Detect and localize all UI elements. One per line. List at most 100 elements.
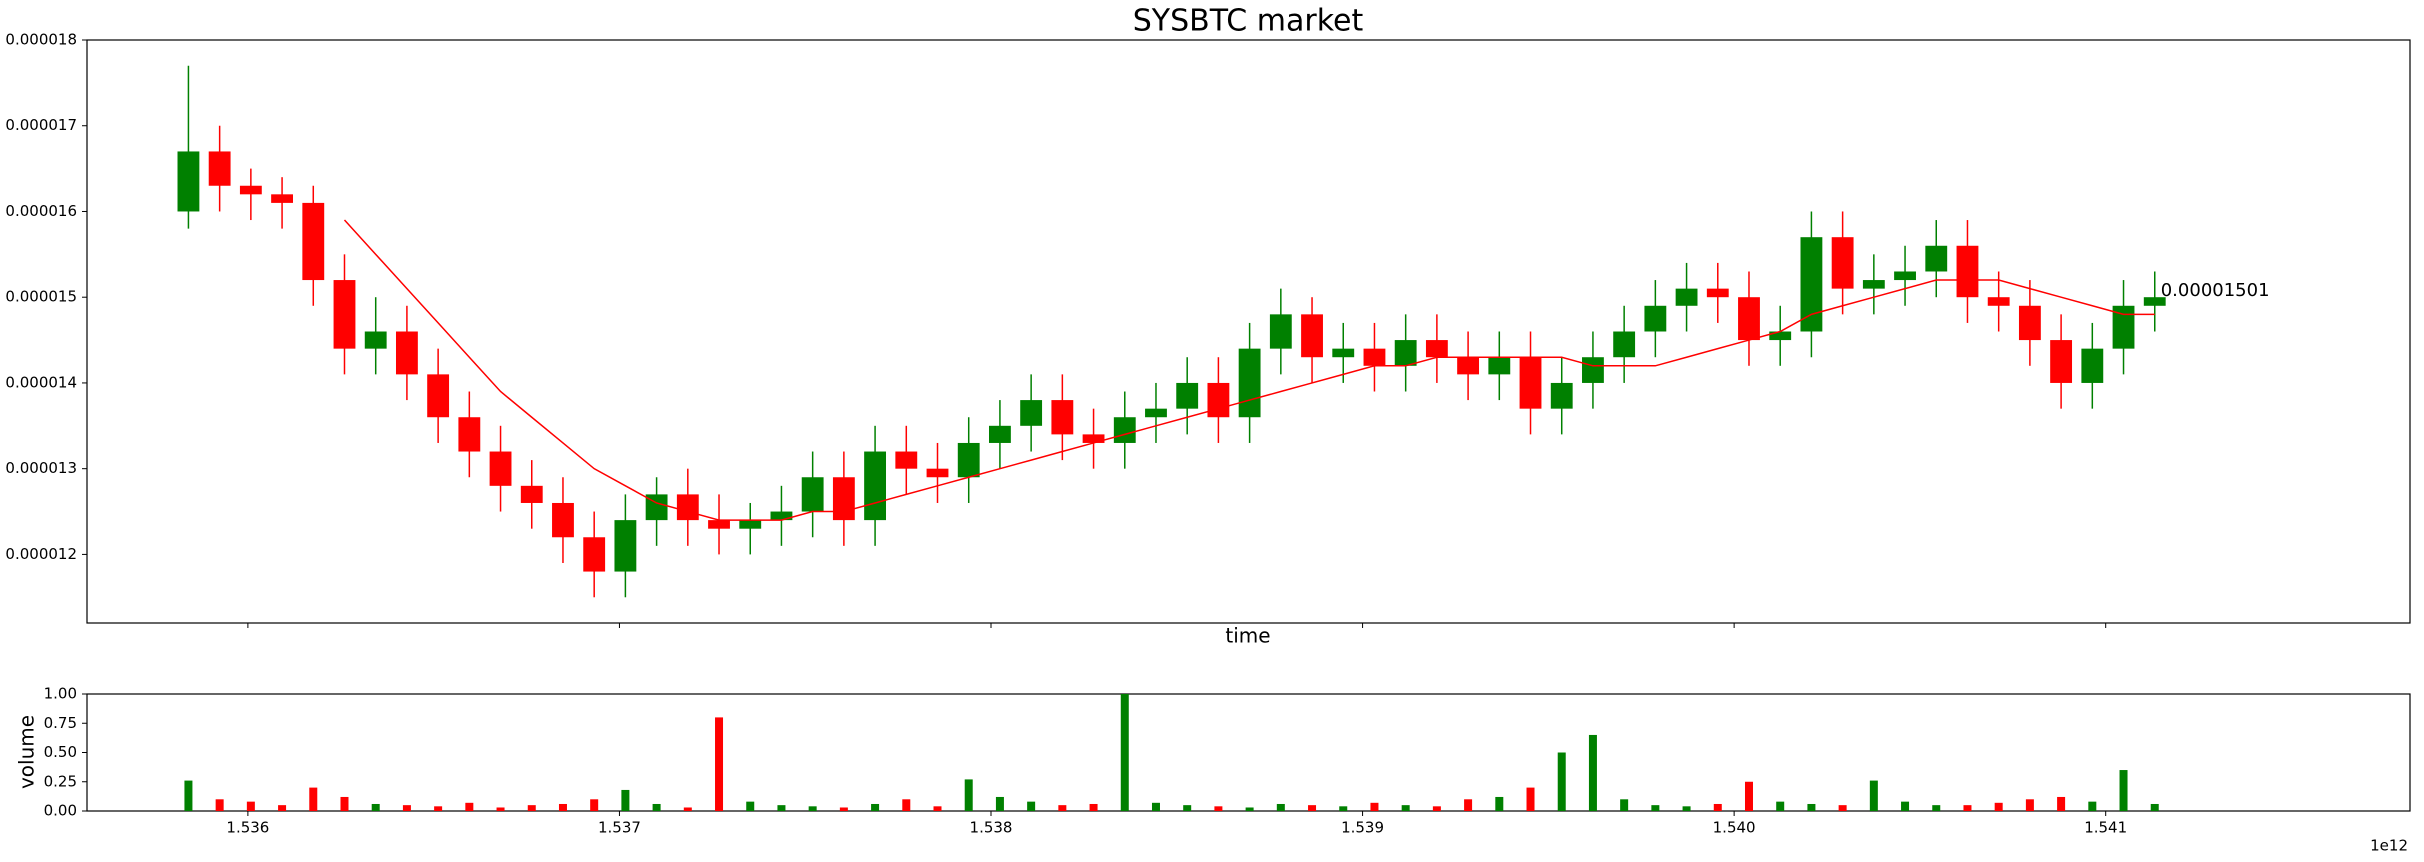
indicator-line (343, 219, 2155, 521)
volume-bar (1963, 805, 1972, 811)
candle-body (458, 417, 481, 452)
candle-body (489, 451, 512, 486)
volume-bar (839, 807, 848, 811)
volume-bar (1838, 805, 1847, 811)
volume-bar (1557, 752, 1566, 811)
volume-bar (1245, 807, 1254, 811)
volume-bar (1495, 796, 1504, 811)
x-tick-label: 1.537 (598, 819, 641, 837)
candle-body (1831, 237, 1854, 289)
volume-bar (340, 796, 349, 811)
candle-body (1550, 382, 1573, 409)
candle-body (239, 185, 262, 195)
candle-body (1425, 340, 1448, 358)
candle-body (1862, 280, 1885, 289)
candle-body (2050, 340, 2073, 383)
candle-body (1457, 357, 1480, 375)
volume-bar (1682, 806, 1691, 811)
candle-body (1488, 357, 1511, 375)
volume-bar (1807, 803, 1816, 811)
candle-body (801, 477, 824, 512)
volume-bar (964, 779, 973, 811)
volume-bar (465, 802, 474, 811)
volume-bar (1744, 781, 1753, 811)
volume-y-tick-label: 0.25 (44, 772, 77, 790)
candle-body (395, 331, 418, 375)
candle-body (552, 502, 574, 538)
volume-bar (2119, 770, 2128, 811)
candle-body (1301, 314, 1323, 358)
volume-bar (215, 799, 224, 811)
volume-bar (1089, 803, 1098, 811)
y-tick-label: 0.000013 (5, 459, 77, 477)
candle-body (1675, 288, 1698, 306)
volume-bar (1214, 806, 1223, 811)
volume-bar (621, 789, 630, 811)
candle-body (1644, 305, 1667, 332)
volume-bar (1651, 805, 1660, 811)
candle-body (895, 451, 918, 469)
volume-bar (1588, 734, 1597, 811)
volume-bar (1370, 802, 1379, 811)
y-tick-label: 0.000015 (5, 288, 77, 306)
candle-body (1020, 400, 1043, 426)
volume-bar (652, 803, 661, 811)
volume-bar (1869, 780, 1878, 811)
price-annotation: 0.00001501 (2161, 280, 2270, 301)
candle-body (208, 151, 231, 186)
candle-body (1800, 237, 1823, 332)
candle-body (708, 520, 730, 529)
candle-body (2112, 305, 2135, 349)
candle-body (926, 468, 949, 478)
volume-bar (246, 801, 255, 811)
candle-body (1925, 245, 1948, 272)
candle-body (1956, 245, 1979, 298)
candle-body (1363, 348, 1386, 366)
volume-bar (2150, 803, 2159, 811)
volume-bar (1713, 803, 1722, 811)
volume-bar (715, 717, 724, 811)
volume-label: volume (15, 715, 39, 789)
candle-body (1113, 417, 1136, 443)
volume-y-tick-label: 1.00 (44, 685, 77, 703)
volume-bar (777, 805, 786, 811)
y-tick-label: 0.000016 (5, 202, 77, 220)
x-axis-label: time (1225, 624, 1270, 648)
volume-y-tick-label: 0.50 (44, 743, 77, 761)
candle-body (364, 331, 387, 349)
price-frame (86, 39, 2411, 624)
volume-bar (746, 801, 755, 811)
candle-body (1582, 357, 1604, 383)
x-tick-label: 1.539 (1341, 819, 1384, 837)
candle-body (1269, 314, 1292, 349)
x-offset: 1e12 (2370, 837, 2408, 855)
volume-bar (278, 805, 287, 811)
candle-body (739, 520, 762, 529)
y-tick-label: 0.000017 (5, 116, 77, 134)
volume-bar (309, 787, 318, 811)
y-tick-label: 0.000012 (5, 545, 77, 563)
volume-y-tick-label: 0.00 (44, 802, 77, 820)
x-tick-label: 1.536 (226, 819, 269, 837)
candle-body (645, 494, 668, 521)
volume-bar (871, 803, 880, 811)
volume-bar (496, 807, 505, 811)
candle-body (989, 425, 1011, 443)
volume-bar (590, 799, 599, 811)
volume-bar (1620, 799, 1629, 811)
candle-body (1332, 348, 1355, 358)
volume-bar (1994, 802, 2003, 811)
candle-body (302, 202, 325, 281)
candle-body (1394, 340, 1417, 366)
volume-bar (2057, 796, 2066, 811)
candle-body (2081, 348, 2104, 383)
volume-bar (1027, 801, 1036, 811)
candle-body (770, 511, 793, 521)
candle-body (1706, 288, 1729, 298)
volume-bar (402, 805, 411, 811)
volume-bar (1776, 801, 1785, 811)
volume-bar (933, 806, 942, 811)
candle-body (676, 494, 699, 521)
y-tick-label: 0.000014 (5, 373, 77, 391)
